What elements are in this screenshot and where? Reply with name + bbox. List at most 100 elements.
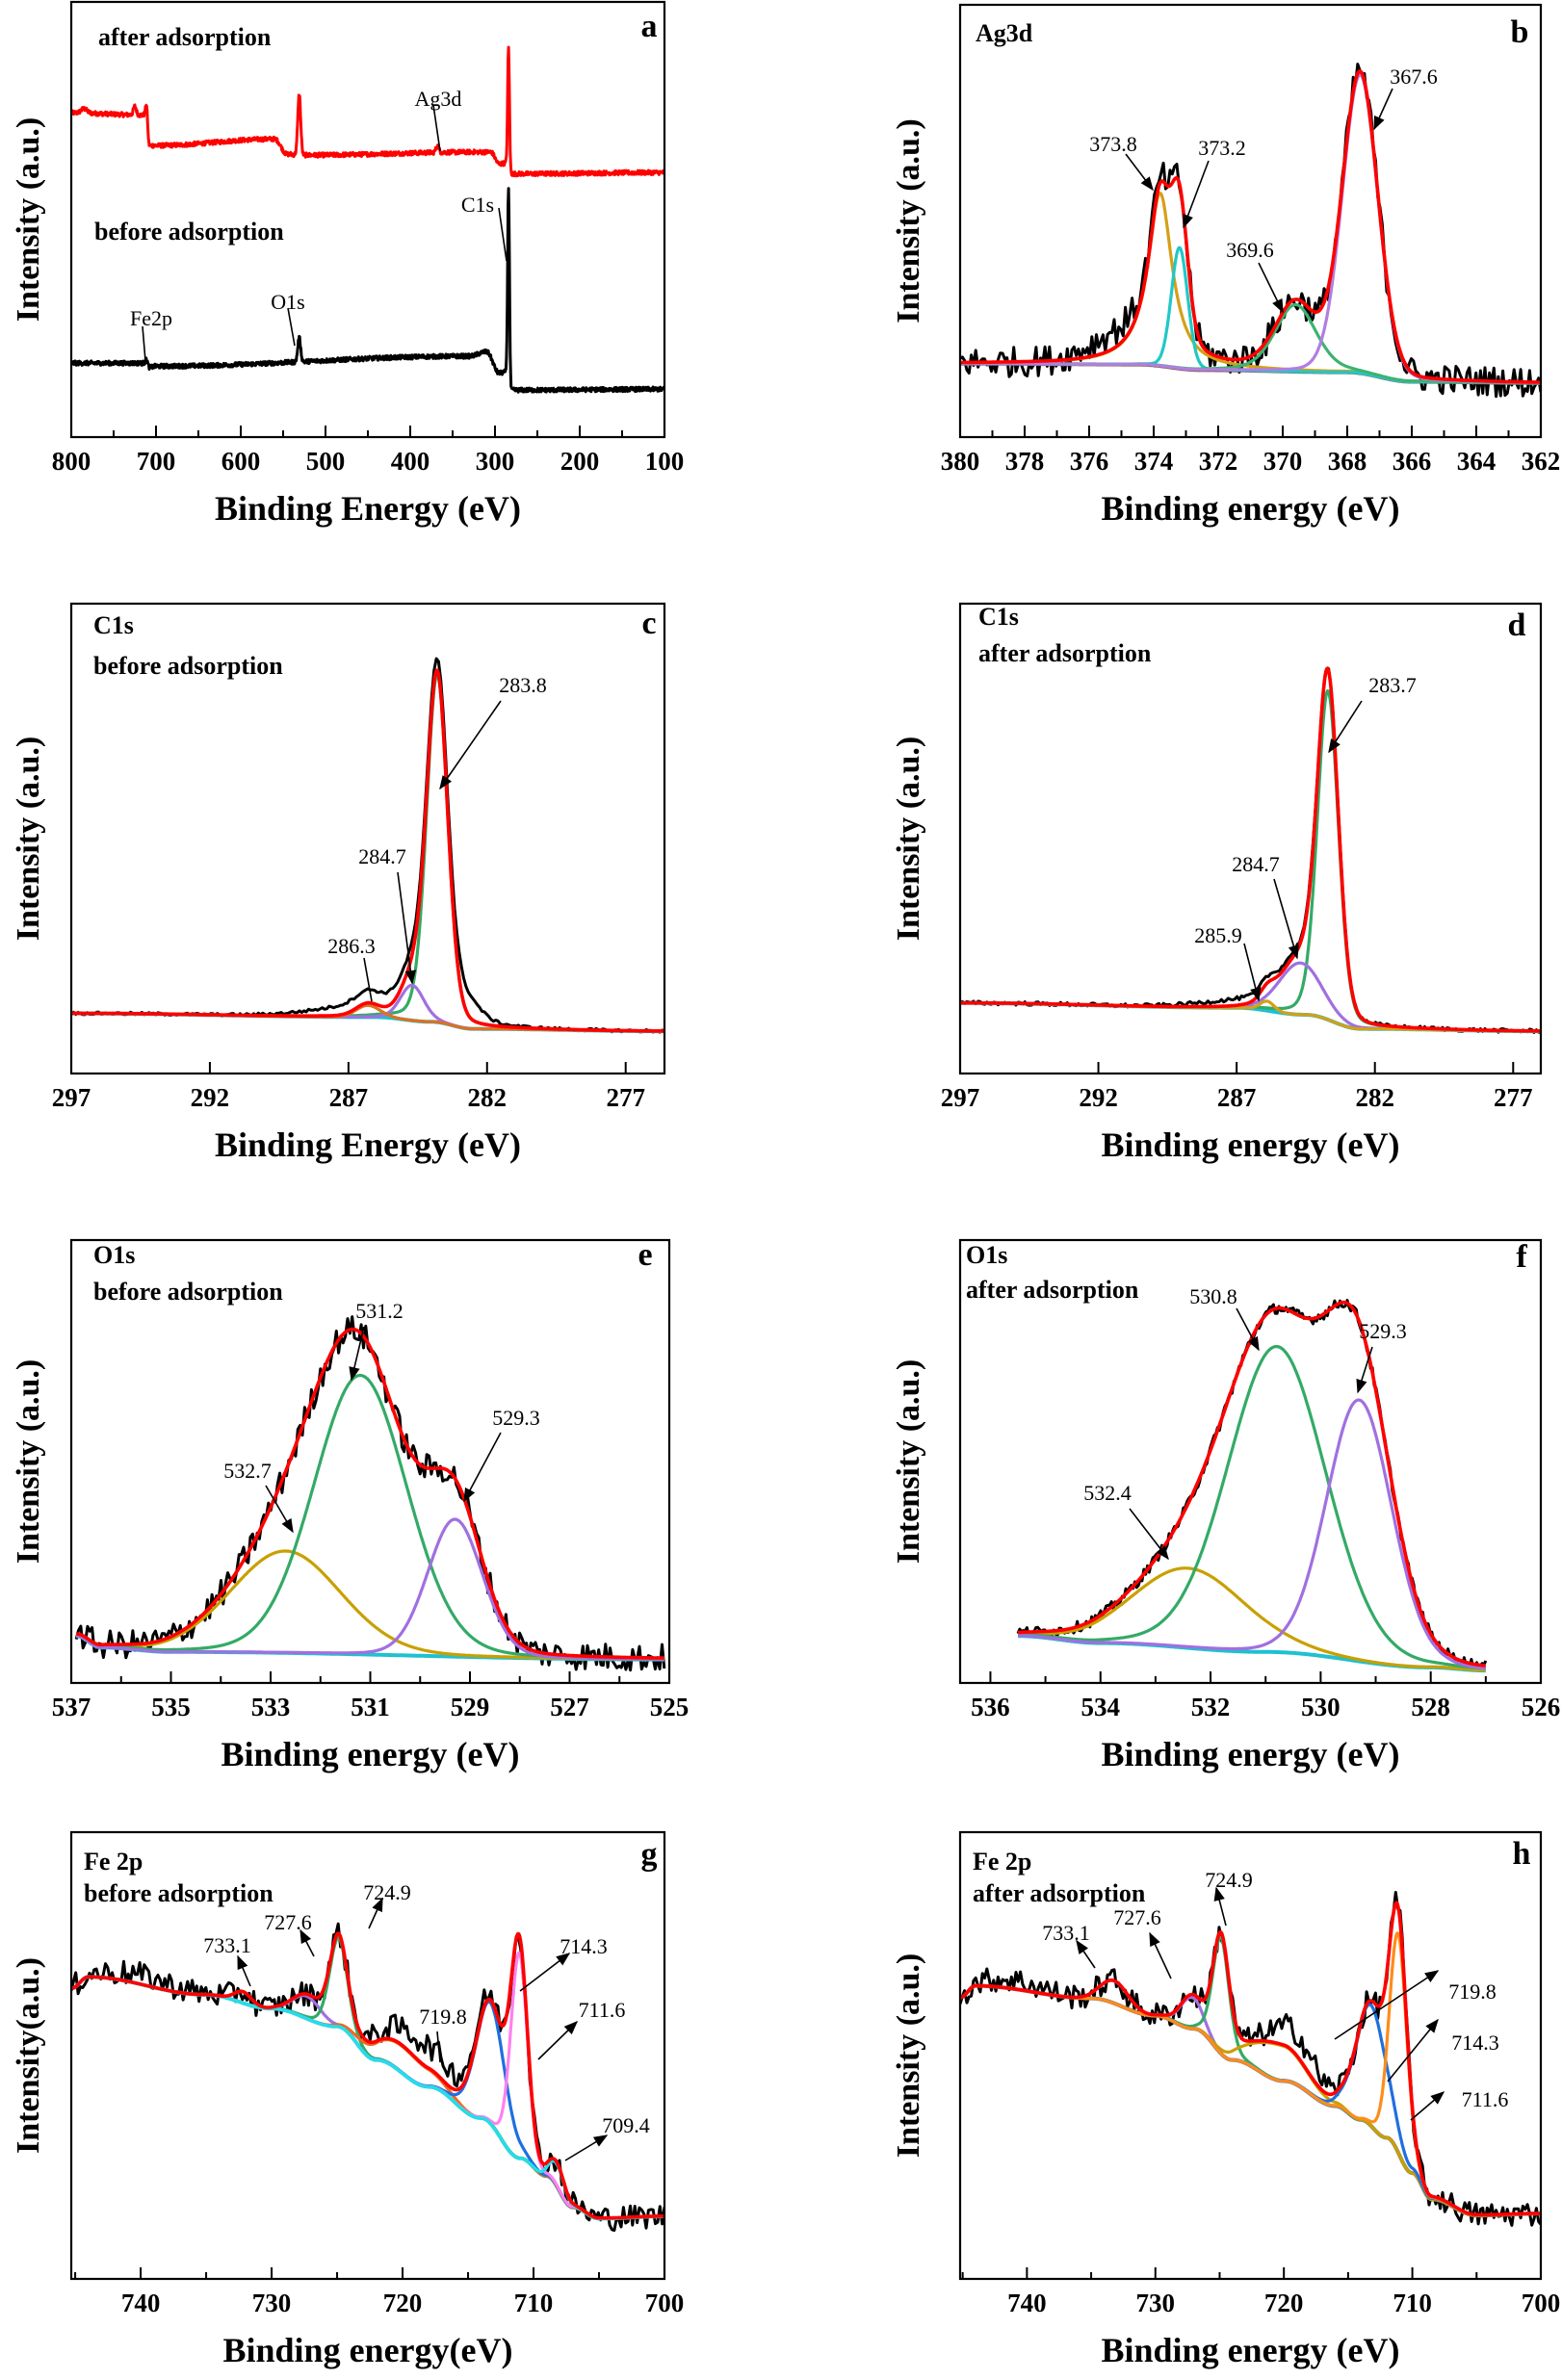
plot-area <box>74 1315 666 1672</box>
y-axis-label: Intensity (a.u.) <box>891 1359 926 1565</box>
x-tick-label: 200 <box>560 447 600 476</box>
annotation-arrow <box>299 1928 315 1957</box>
annotation-arrow <box>1236 1307 1260 1352</box>
peak-annotation-label: 283.7 <box>1368 673 1417 697</box>
plot-frame <box>958 602 1543 1075</box>
plot-area <box>960 63 1541 399</box>
peak-annotation-label: 532.7 <box>223 1459 272 1483</box>
panel-a: 800 700 600 500 400 300 200 100 Binding Energy (… <box>11 0 684 528</box>
annotation-leader-line <box>432 104 441 152</box>
panel-inner-label: O1s <box>966 1241 1007 1269</box>
annotation-arrow <box>1387 2018 1439 2082</box>
peak-annotation-label: 724.9 <box>1205 1868 1253 1892</box>
peak-annotation-label: 283.8 <box>499 673 547 697</box>
annotation-arrow <box>1273 878 1299 960</box>
annotation-arrow <box>1258 262 1284 314</box>
annotation-arrow <box>1328 700 1363 754</box>
panel-inner-label: after adsorption <box>966 1276 1139 1304</box>
panel-inner-label: before adsorption <box>94 218 284 246</box>
plot-area <box>71 1922 664 2232</box>
x-tick-label: 527 <box>550 1693 589 1721</box>
annotation-arrow <box>1334 1970 1440 2040</box>
panel-inner-label: C1s <box>93 611 134 639</box>
x-tick-label: 700 <box>645 2289 685 2317</box>
x-tick-label: 740 <box>1007 2289 1047 2317</box>
component-peak-529.3 <box>1017 1398 1487 1670</box>
annotation-arrow <box>1213 1886 1227 1927</box>
panel-g: 740 730 720 710 700 Binding energy(eV) Intensi… <box>11 1830 685 2369</box>
x-tick-label: 526 <box>1522 1693 1561 1721</box>
annotation-arrow <box>349 1326 365 1382</box>
spectrum-line-0 <box>71 45 664 178</box>
component-peak-532.4 <box>1017 1566 1487 1672</box>
panel-inner-label: before adsorption <box>93 1278 283 1306</box>
x-tick-label: 500 <box>306 447 346 476</box>
annotation-arrow <box>1076 1939 1096 1969</box>
x-tick-label: 378 <box>1005 447 1045 476</box>
fit-envelope-line <box>75 1327 665 1660</box>
y-axis-label: Intensity (a.u.) <box>891 1953 926 2159</box>
annotation-leader-line <box>287 307 296 347</box>
x-tick-label: 530 <box>1301 1693 1341 1721</box>
annotation-arrow <box>564 2134 609 2161</box>
spectrum-line-1 <box>71 187 664 394</box>
peak-annotation-label: 709.4 <box>602 2113 650 2137</box>
x-tick-label: 370 <box>1263 447 1303 476</box>
peak-annotation-label: Ag3d <box>415 87 462 111</box>
annotation-arrow <box>397 871 417 985</box>
x-tick-label: 536 <box>971 1693 1010 1721</box>
annotation-leader-line <box>142 325 146 362</box>
x-tick-label: 277 <box>606 1083 645 1112</box>
annotation-arrow <box>1125 153 1154 192</box>
annotation-arrow <box>1149 1931 1172 1979</box>
peak-annotation-label: 727.6 <box>264 1910 312 1934</box>
fit-envelope-line <box>960 69 1541 384</box>
x-tick-label: 710 <box>514 2289 554 2317</box>
peak-annotation-label: 727.6 <box>1113 1905 1161 1929</box>
annotation-arrow <box>1410 2091 1445 2121</box>
plot-frame <box>69 602 666 1075</box>
x-tick-label: 533 <box>251 1693 291 1721</box>
x-tick-label: 720 <box>383 2289 423 2317</box>
x-axis-label: Binding Energy (eV) <box>215 489 521 528</box>
panel-h: 740 730 720 710 700 Binding energy (eV) Intens… <box>891 1830 1561 2369</box>
x-axis-label: Binding Energy (eV) <box>215 1125 521 1164</box>
x-tick-label: 529 <box>451 1693 490 1721</box>
y-axis-label: Intensity (a.u.) <box>11 1359 46 1565</box>
annotation-arrow <box>1129 1508 1169 1561</box>
x-tick-label: 700 <box>1522 2289 1561 2317</box>
panel-inner-label: O1s <box>93 1241 135 1269</box>
x-tick-label: 376 <box>1070 447 1109 476</box>
panel-letter: h <box>1513 1836 1531 1872</box>
panel-inner-label: C1s <box>978 603 1019 631</box>
x-axis-label: Binding energy (eV) <box>1102 1735 1400 1773</box>
component-peak-530.8 <box>1017 1345 1487 1670</box>
panel-b: 380 378 376 374 372 370 368 366 364 362 Binding en… <box>891 3 1560 528</box>
panel-inner-label: Fe 2p <box>84 1848 143 1876</box>
peak-annotation-label: 733.1 <box>203 1933 251 1957</box>
peak-annotation-label: 373.2 <box>1198 136 1246 160</box>
peak-annotation-label: 531.2 <box>355 1299 404 1323</box>
panel-f: 536 534 532 530 528 526 Binding energy (eV) Int… <box>891 1238 1561 1773</box>
annotation-arrow <box>537 2020 579 2060</box>
x-tick-label: 531 <box>351 1693 390 1721</box>
panel-letter: f <box>1516 1239 1527 1275</box>
x-axis-label: Binding energy (eV) <box>1102 1125 1400 1164</box>
panel-d: 297 292 287 282 277 Binding energy (eV) Intens… <box>891 602 1543 1164</box>
x-tick-label: 297 <box>52 1083 91 1112</box>
x-tick-label: 400 <box>391 447 430 476</box>
x-tick-label: 532 <box>1191 1693 1231 1721</box>
fit-envelope-line <box>960 666 1541 1033</box>
plot-frame <box>958 1238 1543 1685</box>
x-axis-label: Binding energy(eV) <box>223 2331 513 2369</box>
annotation-arrow <box>463 1432 502 1503</box>
peak-annotation-label: 733.1 <box>1042 1921 1090 1945</box>
x-tick-label: 537 <box>52 1693 91 1721</box>
x-tick-label: 292 <box>1079 1083 1118 1112</box>
x-tick-label: 730 <box>252 2289 292 2317</box>
peak-annotation-label: 532.4 <box>1083 1481 1132 1505</box>
x-tick-label: 364 <box>1457 447 1497 476</box>
peak-annotation-label: 284.7 <box>358 844 406 868</box>
annotation-arrow <box>1183 160 1210 229</box>
x-tick-label: 730 <box>1136 2289 1176 2317</box>
